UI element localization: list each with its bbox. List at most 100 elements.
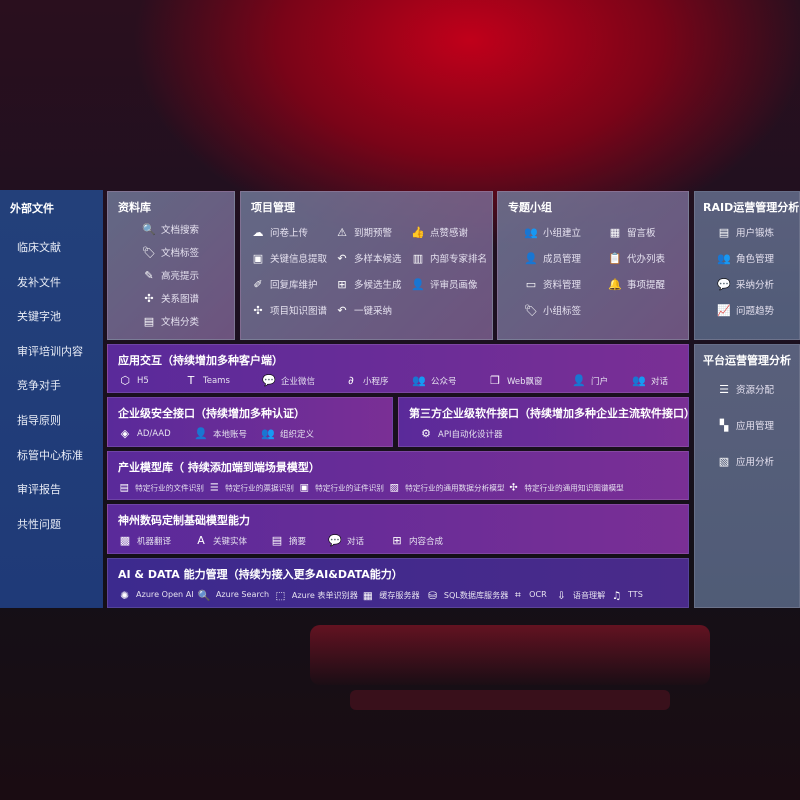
feature-item[interactable]: ▧ 应用分析 (717, 454, 789, 469)
sidebar-item[interactable]: 审评培训内容 (17, 344, 83, 358)
feature-item[interactable]: 👤 成员管理 (524, 251, 608, 266)
feature-item[interactable]: ▭ 资料管理 (524, 277, 608, 292)
feature-label: 机器翻译 (137, 536, 172, 547)
feature-item[interactable]: 💬 对话 (328, 534, 390, 547)
feature-item[interactable]: 🔍 Azure Search (198, 589, 274, 601)
feature-item[interactable]: 📋 代办列表 (608, 251, 688, 266)
sidebar-item[interactable]: 标管中心标准 (17, 448, 83, 462)
feature-item[interactable]: 👤 评审员画像 (411, 277, 484, 292)
feature-label: 留言板 (627, 228, 656, 239)
feature-item[interactable]: ∂ 小程序 (344, 374, 412, 387)
feature-item[interactable]: 👥 角色管理 (717, 251, 789, 266)
feature-item[interactable]: ❐ Web飘窗 (488, 374, 572, 387)
feature-item[interactable]: ☰ 特定行业的票据识别 (208, 482, 298, 494)
feature-item[interactable]: ⊞ 多候选生成 (335, 277, 411, 292)
feature-label: 关键信息提取 (270, 254, 328, 265)
feature-item[interactable]: ▦ 留言板 (608, 225, 688, 240)
feature-item[interactable]: 👥 组织定义 (261, 427, 341, 440)
sidebar-item[interactable]: 临床文献 (17, 241, 61, 254)
feature-item[interactable]: ✣ 项目知识图谱 (251, 303, 335, 318)
feature-item[interactable]: ⚙ API自动化设计器 (419, 427, 559, 440)
feature-label: 语音理解 (572, 591, 606, 601)
panel-title: AI & DATA 能力管理（持续为接入更多AI&DATA能力） (118, 568, 403, 581)
feature-item[interactable]: ↶ 一键采纳 (335, 303, 411, 318)
feature-item[interactable]: ▤ 用户锻炼 (717, 225, 789, 240)
feature-item[interactable]: 👤 本地账号 (194, 427, 261, 440)
bbs-icon: ▦ (609, 225, 621, 239)
sidebar-item[interactable]: 审评报告 (17, 483, 61, 497)
window-icon: ❐ (490, 374, 500, 387)
feature-item[interactable]: ⚠ 到期预警 (335, 225, 411, 240)
feature-item[interactable]: ✺ Azure Open AI (118, 589, 198, 601)
sidebar-item[interactable]: 指导原则 (17, 413, 61, 427)
folder-icon: ▭ (525, 277, 537, 291)
feature-item[interactable]: 👥 公众号 (412, 374, 488, 387)
reflection (350, 690, 670, 710)
feature-item[interactable]: ☁ 问卷上传 (251, 225, 335, 240)
sidebar-item[interactable]: 发补文件 (17, 275, 61, 289)
feature-item[interactable]: 💬 采纳分析 (717, 277, 789, 292)
feature-item[interactable]: ▦ 缓存服务器 (361, 589, 426, 601)
feature-list: ⬡ H5 T Teams 💬 企业微信 ∂ 小程序 👥 公众号 ❐ Web飘窗 👤 门户 👥 对话 (118, 374, 678, 387)
feature-item[interactable]: ▤ 摘要 (270, 534, 328, 547)
feature-label: 本地账号 (213, 429, 248, 440)
feature-item[interactable]: ▚ 应用管理 (717, 418, 789, 433)
feature-item[interactable]: ▥ 内部专家排名 (411, 251, 487, 266)
feature-item[interactable]: ▨ 特定行业的通用数据分析模型 (388, 482, 507, 494)
feature-item[interactable]: ✎ 高亮提示 (142, 268, 224, 283)
user-icon: 👤 (411, 277, 425, 291)
feature-item[interactable]: ⇩ 语音理解 (555, 589, 610, 601)
panel-title: 神州数码定制基础模型能力 (118, 514, 250, 527)
feature-item[interactable]: ✣ 特定行业的通用知识图谱模型 (507, 482, 626, 494)
feature-item[interactable]: ☰ 资源分配 (717, 382, 789, 397)
feature-list: ▩ 机器翻译 A 关键实体 ▤ 摘要 💬 对话 ⊞ 内容合成 (118, 534, 678, 547)
feature-item[interactable]: ♫ TTS (610, 589, 648, 601)
feature-item[interactable]: ▣ 关键信息提取 (251, 251, 335, 266)
feature-item[interactable]: ⬚ Azure 表单识别器 (274, 589, 361, 601)
feature-item[interactable]: ⛁ SQL数据库服务器 (426, 589, 511, 601)
feature-label: 资料管理 (543, 280, 582, 291)
feature-item[interactable]: 👥 小组建立 (524, 225, 608, 240)
form-recognizer-icon: ⬚ (275, 588, 286, 602)
search-doc-icon: 🔍 (197, 588, 211, 602)
feature-item[interactable]: 💬 企业微信 (262, 374, 344, 387)
feature-label: 文档标签 (161, 248, 200, 259)
feature-item[interactable]: ↶ 多样本候选 (335, 251, 411, 266)
feature-item[interactable]: 👍 点赞感谢 (411, 225, 484, 240)
feature-item[interactable]: T Teams (184, 374, 262, 387)
feature-label: 文档搜索 (161, 225, 200, 236)
feature-label: 小程序 (363, 376, 389, 387)
feature-item[interactable]: ▣ 特定行业的证件识别 (298, 482, 388, 494)
feature-label: 一键采纳 (354, 306, 393, 317)
feature-label: 角色管理 (736, 254, 775, 265)
feature-item[interactable]: ◈ AD/AAD (118, 427, 194, 440)
sidebar-item[interactable]: 共性问题 (17, 517, 61, 531)
feature-item[interactable]: 🔔 事项提醒 (608, 277, 688, 292)
sidebar-item[interactable]: 竞争对手 (17, 379, 61, 393)
feature-label: 关键实体 (213, 536, 248, 547)
feature-item[interactable]: ⌗ OCR (511, 588, 555, 601)
alarm-icon: ⚠ (337, 225, 347, 239)
feature-item[interactable]: ▩ 机器翻译 (118, 534, 194, 547)
feature-item[interactable]: 👥 对话 (632, 374, 688, 387)
feature-list: ✺ Azure Open AI 🔍 Azure Search ⬚ Azure 表单识别器 ▦… (118, 588, 650, 601)
feature-item[interactable]: 📈 问题趋势 (717, 303, 789, 318)
feature-label: 应用分析 (736, 457, 775, 468)
image-chart-icon: ▨ (389, 481, 399, 494)
feature-item[interactable]: ✣ 关系图谱 (142, 291, 224, 306)
feature-item[interactable]: 🔍 文档搜索 (142, 222, 224, 237)
knowledge-graph-icon: ✣ (253, 303, 263, 317)
feature-item[interactable]: ✐ 回复库维护 (251, 277, 335, 292)
feature-item[interactable]: ⊞ 内容合成 (390, 534, 470, 547)
sidebar-item[interactable]: 关键字池 (17, 310, 61, 324)
feature-item[interactable]: 🏷 文档标签 (142, 245, 224, 260)
feature-item[interactable]: ▤ 文档分类 (142, 314, 224, 329)
feature-item[interactable]: 🏷 小组标签 (524, 303, 608, 318)
feature-label: 事项提醒 (627, 280, 666, 291)
feature-item[interactable]: ▤ 特定行业的文件识别 (118, 482, 208, 494)
panel-thirdparty: 第三方企业级软件接口（持续增加多种企业主流软件接口） ⚙ API自动化设计器 (398, 397, 689, 447)
feature-item[interactable]: A 关键实体 (194, 534, 270, 547)
ocr-icon: ⌗ (514, 588, 521, 601)
feature-item[interactable]: ⬡ H5 (118, 374, 184, 387)
feature-item[interactable]: 👤 门户 (572, 374, 632, 387)
